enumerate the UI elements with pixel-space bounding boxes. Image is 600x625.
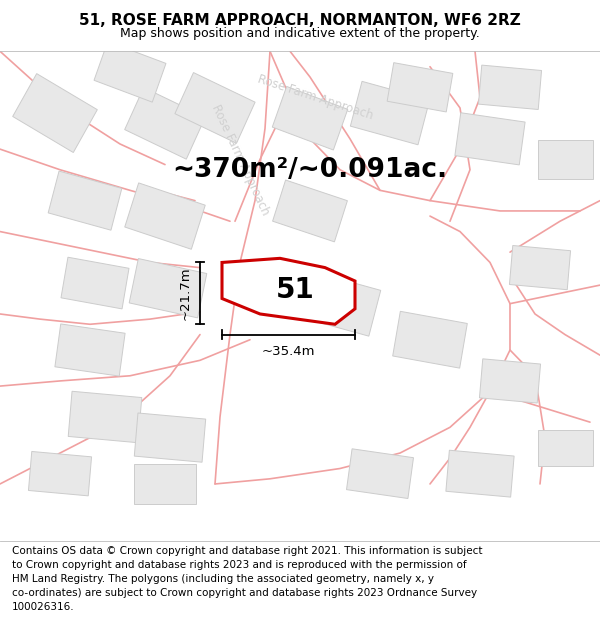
Polygon shape — [222, 258, 355, 324]
Polygon shape — [134, 413, 206, 462]
Polygon shape — [478, 65, 542, 109]
Polygon shape — [61, 258, 129, 309]
Polygon shape — [94, 42, 166, 102]
Polygon shape — [68, 391, 142, 442]
Polygon shape — [134, 464, 196, 504]
Polygon shape — [125, 183, 205, 249]
Polygon shape — [272, 180, 347, 242]
Text: Rose Farm Approach: Rose Farm Approach — [209, 102, 271, 217]
Polygon shape — [347, 449, 413, 499]
Polygon shape — [538, 140, 593, 179]
Polygon shape — [299, 271, 381, 336]
Polygon shape — [55, 324, 125, 376]
Polygon shape — [175, 72, 255, 143]
Text: 51, ROSE FARM APPROACH, NORMANTON, WF6 2RZ: 51, ROSE FARM APPROACH, NORMANTON, WF6 2… — [79, 12, 521, 28]
Polygon shape — [387, 62, 453, 112]
Polygon shape — [129, 259, 207, 318]
Text: 51: 51 — [275, 276, 314, 304]
Polygon shape — [13, 74, 97, 152]
Polygon shape — [125, 88, 205, 159]
Text: ~21.7m: ~21.7m — [179, 266, 192, 320]
Text: Map shows position and indicative extent of the property.: Map shows position and indicative extent… — [120, 27, 480, 40]
Text: co-ordinates) are subject to Crown copyright and database rights 2023 Ordnance S: co-ordinates) are subject to Crown copyr… — [12, 588, 477, 598]
Polygon shape — [48, 171, 122, 230]
Text: ~35.4m: ~35.4m — [262, 345, 315, 358]
Polygon shape — [455, 112, 525, 165]
Text: Contains OS data © Crown copyright and database right 2021. This information is : Contains OS data © Crown copyright and d… — [12, 546, 482, 556]
Polygon shape — [538, 430, 593, 466]
Polygon shape — [479, 359, 541, 403]
Text: 100026316.: 100026316. — [12, 602, 74, 612]
Text: HM Land Registry. The polygons (including the associated geometry, namely x, y: HM Land Registry. The polygons (includin… — [12, 574, 434, 584]
Text: Rose Farm Approach: Rose Farm Approach — [256, 72, 374, 122]
Polygon shape — [350, 81, 430, 145]
Polygon shape — [272, 86, 348, 150]
Polygon shape — [446, 450, 514, 497]
Text: to Crown copyright and database rights 2023 and is reproduced with the permissio: to Crown copyright and database rights 2… — [12, 560, 467, 570]
Polygon shape — [509, 246, 571, 290]
Polygon shape — [392, 311, 467, 368]
Polygon shape — [28, 451, 92, 496]
Text: ~370m²/~0.091ac.: ~370m²/~0.091ac. — [172, 157, 448, 182]
